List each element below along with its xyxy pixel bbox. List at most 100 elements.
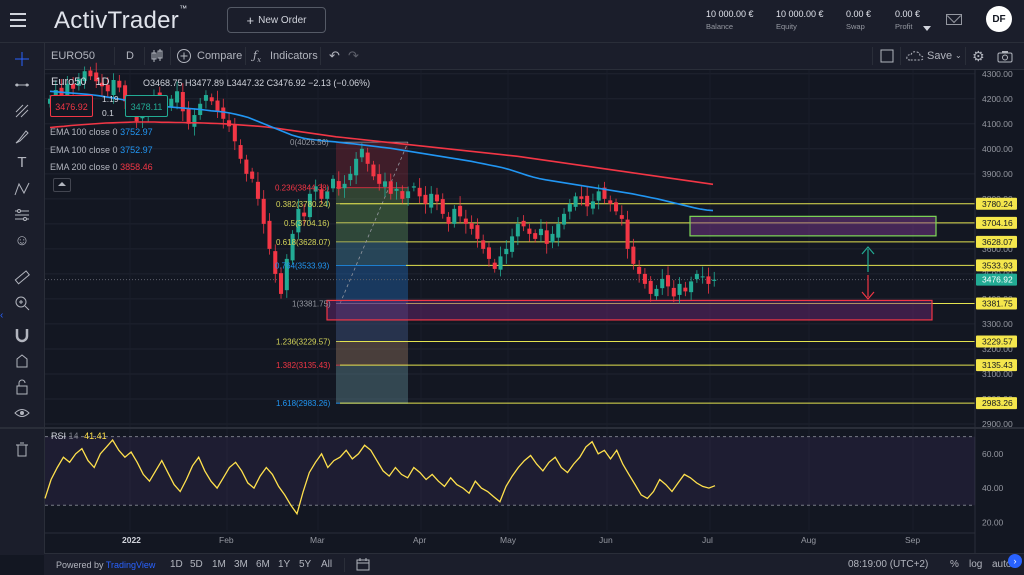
candle-body — [434, 194, 440, 202]
indicators-button[interactable]: Indicators — [270, 50, 318, 62]
candle-body — [510, 236, 515, 252]
cloud-icon[interactable] — [906, 43, 924, 69]
trend-line-icon[interactable] — [14, 77, 30, 93]
last-price-tag-label: 3476.92 — [982, 275, 1013, 285]
timeframe-3m[interactable]: 3M — [234, 559, 248, 570]
mail-icon[interactable] — [946, 14, 962, 25]
lock-icon[interactable] — [14, 379, 30, 395]
buy-price-button[interactable]: 3478.11 — [125, 95, 168, 117]
price-level-tag — [976, 235, 1017, 248]
auto-toggle[interactable]: auto — [992, 559, 1012, 570]
undo-icon[interactable]: ↶ — [329, 48, 340, 63]
collapse-legend-button[interactable] — [53, 178, 71, 192]
trash-icon[interactable] — [14, 441, 30, 457]
swap-value: 0.00 € — [846, 9, 872, 19]
compare-icon[interactable] — [176, 43, 192, 69]
powered-by[interactable]: Powered by TradingView — [56, 554, 155, 575]
timeframe-5d[interactable]: 5D — [190, 559, 203, 570]
candle-body — [354, 158, 359, 176]
sell-price-button[interactable]: 3476.92 — [50, 95, 93, 117]
interval-select[interactable]: D — [126, 50, 134, 62]
scroll-right-icon[interactable]: › — [1008, 554, 1022, 568]
profit-stat[interactable]: 0.00 € Profit — [895, 9, 920, 31]
pattern-icon[interactable] — [14, 181, 30, 197]
fullscreen-icon[interactable] — [880, 43, 894, 69]
camera-icon[interactable] — [997, 43, 1013, 69]
rsi-axis-label: 60.00 — [982, 449, 1004, 459]
timeframe-1d[interactable]: 1D — [170, 559, 183, 570]
date-range-icon[interactable] — [356, 554, 370, 575]
candle-body — [562, 213, 567, 225]
text-tool-icon[interactable]: T — [17, 154, 27, 171]
redo-icon[interactable]: ↷ — [348, 48, 359, 63]
candle-body — [186, 109, 191, 124]
price-pane-background — [45, 70, 975, 427]
crosshair-icon[interactable] — [14, 51, 30, 67]
magnet-icon[interactable] — [14, 327, 30, 343]
time-axis-label: Mar — [310, 535, 325, 545]
avatar[interactable]: DF — [986, 6, 1012, 32]
brush-icon[interactable] — [14, 129, 30, 145]
indicators-icon[interactable]: ƒx — [253, 49, 262, 65]
stay-drawing-icon[interactable] — [14, 353, 30, 369]
time-axis-label: Feb — [219, 535, 234, 545]
timeframe-1y[interactable]: 1Y — [278, 559, 291, 570]
price-axis-label: 2900.00 — [982, 419, 1013, 429]
candle-body — [521, 220, 526, 227]
candle-body — [325, 191, 330, 199]
ema-name: EMA — [50, 145, 70, 155]
candle-body — [244, 159, 249, 174]
candle-body — [273, 251, 278, 274]
emoji-icon[interactable]: ☺ — [14, 232, 30, 249]
candle-body — [590, 201, 595, 209]
ema-legend-row[interactable]: EMA 100 close 0 3752.97 — [50, 127, 153, 137]
ruler-icon[interactable] — [14, 269, 30, 285]
candle-body — [533, 233, 538, 239]
price-level-tag — [976, 259, 1017, 272]
compare-button[interactable]: Compare — [197, 50, 243, 62]
candle-body — [192, 115, 197, 127]
profit-dropdown-icon[interactable] — [923, 26, 931, 31]
price-level-tag-label: 3229.57 — [982, 337, 1013, 347]
settings-gear-icon[interactable]: ⚙ — [972, 48, 985, 64]
new-order-button[interactable]: + New Order — [227, 7, 326, 33]
price-axis-label: 4100.00 — [982, 119, 1013, 129]
rsi-line — [44, 438, 716, 516]
collapse-toolbar-icon[interactable]: ‹ — [0, 310, 4, 321]
spread-top: 1.19 — [102, 94, 119, 104]
candle-body — [677, 283, 682, 295]
price-level-tag-label: 3780.24 — [982, 199, 1013, 209]
menu-icon[interactable] — [10, 13, 26, 29]
fib-level-label: 0.382(3780.24) — [276, 200, 331, 209]
pitchfork-icon[interactable] — [14, 103, 30, 119]
timeframe-5y[interactable]: 5Y — [299, 559, 312, 570]
symbol-search[interactable]: EURO50 — [51, 50, 96, 62]
candle-body — [215, 100, 220, 112]
ema-params: 100 close 0 — [71, 145, 118, 155]
timeframe-1m[interactable]: 1M — [212, 559, 226, 570]
log-toggle[interactable]: log — [969, 559, 983, 570]
prediction-icon[interactable] — [14, 207, 30, 223]
profit-value: 0.00 € — [895, 9, 921, 19]
chart-toolbar: EURO50 D Compare ƒx Indicators ↶ ↷ Save … — [0, 43, 1024, 70]
save-button[interactable]: Save — [927, 50, 953, 62]
rsi-label: RSI — [51, 431, 67, 441]
ema-legend-row[interactable]: EMA 200 close 0 3858.46 — [50, 162, 153, 172]
ema-legend-row[interactable]: EMA 100 close 0 3752.97 — [50, 145, 153, 155]
candle-body — [694, 273, 699, 280]
save-menu-chevron-icon[interactable]: ⌄ — [955, 51, 962, 60]
timeframe-6m[interactable]: 6M — [256, 559, 270, 570]
eye-icon[interactable] — [14, 405, 30, 421]
zoom-in-icon[interactable] — [14, 295, 30, 311]
candle-body — [492, 262, 497, 269]
price-level-tag — [976, 397, 1017, 410]
chart-style-icon[interactable] — [150, 43, 164, 69]
bottom-toolbar: Powered by TradingView 1D 5D 1M 3M 6M 1Y… — [44, 553, 1024, 575]
fib-band — [336, 303, 408, 342]
timeframe-all[interactable]: All — [321, 559, 333, 570]
candle-body — [469, 223, 474, 229]
price-level-tag — [976, 359, 1017, 372]
clock[interactable]: 08:19:00 (UTC+2) — [848, 559, 929, 570]
percent-toggle[interactable]: % — [950, 559, 959, 570]
fib-trend-line — [339, 142, 409, 304]
